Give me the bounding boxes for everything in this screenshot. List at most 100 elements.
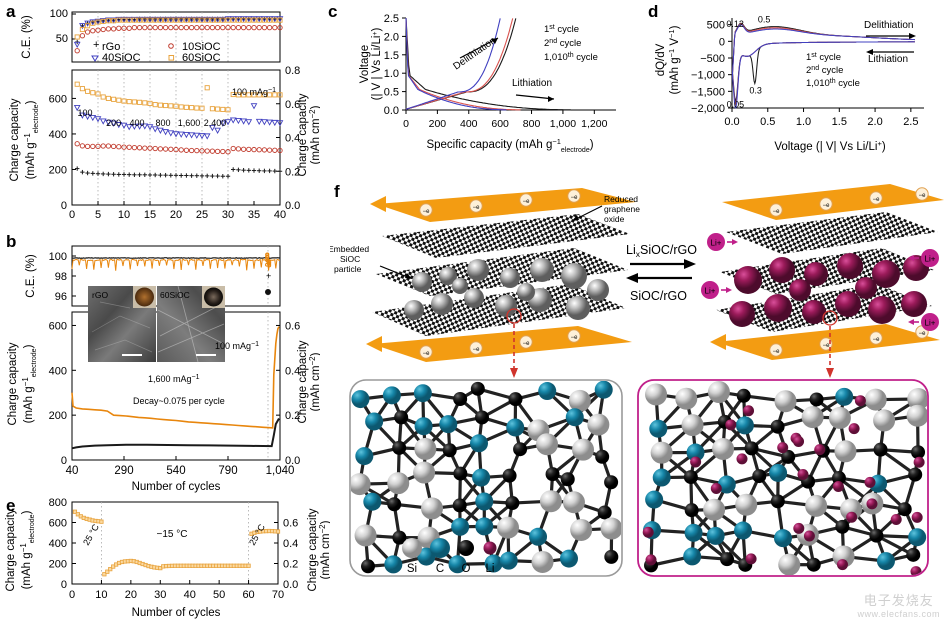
a-point-plus	[163, 173, 167, 177]
a-point-plus	[80, 170, 84, 174]
b-ytick: 600	[49, 320, 67, 332]
a-y2tick: 0.0	[285, 200, 300, 212]
c-xtick: 1,000	[550, 118, 576, 130]
a-point-square	[169, 104, 173, 108]
legend-c-sphere	[430, 538, 450, 558]
d-delithiation-arrow: Delithiation	[864, 20, 916, 39]
a-point-plus	[200, 174, 204, 178]
a-point-circle	[262, 25, 266, 29]
a-rate-label: 800	[155, 118, 170, 128]
atom-si	[703, 499, 725, 521]
a-point-circle	[80, 34, 84, 38]
atom-c	[472, 469, 490, 487]
panel-a-capacity-subplot: 0200400600 0.00.20.40.60.8 0 5 10 15 20 25 30 3…	[9, 65, 320, 221]
atom-c	[383, 386, 401, 404]
e-point	[276, 530, 279, 533]
a-point-square	[117, 98, 121, 102]
d-delithiation-label: Delithiation	[864, 20, 913, 31]
a-point-square	[127, 100, 131, 104]
panel-d-chart: −2,000−1,500−1,000−5000500 0.0 0.5 1.0 1.5 2…	[640, 0, 946, 190]
a-point-circle	[127, 26, 131, 30]
atom-c	[439, 415, 457, 433]
a-point-circle	[91, 144, 95, 148]
a-point-plus	[179, 173, 183, 177]
c-xlabel: Specific capacity (mAh g−1electrode)	[426, 137, 593, 154]
e-point	[247, 564, 250, 567]
watermark: 电子发烧友 www.elecfans.com	[857, 594, 940, 619]
lisioc-particle	[789, 279, 811, 301]
f-right-zoom-arrow	[826, 368, 834, 378]
a-point-square	[86, 89, 90, 93]
atom-si	[873, 409, 895, 431]
atom-si	[536, 433, 558, 455]
sioc-particle	[495, 295, 517, 317]
atom-c	[653, 469, 671, 487]
a-point-triangle	[205, 134, 210, 139]
atom-o	[720, 552, 734, 566]
a-point-plus	[257, 169, 261, 173]
a-point-plus	[91, 171, 95, 175]
e-y2label-l2: (mAh cm−2)	[318, 520, 330, 579]
a-point-plus	[106, 172, 110, 176]
a-xtick: 20	[170, 209, 182, 221]
lisioc-particle	[734, 266, 762, 294]
atom-o	[604, 475, 618, 489]
b-decay-label: Decay~0.075 per cycle	[133, 396, 225, 406]
a-point-circle	[247, 147, 251, 151]
a-point-circle	[236, 147, 240, 151]
a-point-circle	[184, 148, 188, 152]
b-ylabel-l2: (mAh g−1electrode)	[21, 344, 38, 423]
a-xtick: 30	[222, 209, 234, 221]
atom-o	[604, 550, 618, 564]
atom-c	[475, 493, 493, 511]
c-legend-1st: 1st cycle	[544, 24, 579, 35]
atom-si	[570, 519, 592, 541]
a-legend-label-40sioc: 40SiOC	[102, 52, 141, 64]
a-point-square	[132, 100, 136, 104]
c-ytick: 1.5	[384, 50, 399, 62]
b-xtick: 1,040	[266, 465, 295, 477]
atom-si	[421, 497, 443, 519]
a-point-triangle	[168, 131, 173, 136]
d-xtick: 2.0	[867, 116, 882, 128]
a-point-circle	[158, 25, 162, 29]
a-point-circle	[257, 148, 261, 152]
panel-a-legend: + rGo 10SiOC 40SiOC 60SiOC	[92, 39, 221, 64]
a-ce-tick-50: 50	[56, 33, 68, 45]
b-ytick: 200	[49, 410, 67, 422]
b-ce-endpoint	[266, 255, 269, 258]
a-point-triangle	[163, 130, 168, 135]
atom-o	[595, 450, 609, 464]
a-point-triangle	[272, 120, 277, 125]
electron-label: −e	[523, 199, 531, 205]
lisioc-particle	[855, 277, 877, 299]
d-xtick: 0.0	[724, 116, 739, 128]
e-y2label-l1: Charge capacity	[307, 508, 319, 591]
d-xtick: 2.5	[903, 116, 918, 128]
atom-si	[387, 472, 409, 494]
atom-o	[869, 529, 883, 543]
f-left-assembly: −e−e−e−e −e−e−e−e Reduced graphene oxide	[330, 188, 640, 378]
a-point-triangle	[121, 123, 126, 128]
a-point-circle	[210, 25, 214, 29]
a-point-circle	[106, 27, 110, 31]
panel-f-label: f	[334, 182, 340, 202]
a-point-square	[101, 95, 105, 99]
f-rgo-label-2: graphene	[604, 204, 640, 214]
e-xtick: 20	[125, 589, 137, 601]
a-point-square	[75, 35, 79, 39]
a-point-plus	[174, 173, 178, 177]
b-ce-line-rgo	[72, 258, 280, 259]
a-point-plus	[210, 174, 214, 178]
atom-li	[711, 483, 722, 494]
d-peak-label: 0.05	[727, 99, 745, 109]
atom-o	[387, 497, 401, 511]
atom-o	[394, 410, 408, 424]
e-ytick: 200	[49, 559, 67, 571]
atom-o	[874, 443, 888, 457]
lisioc-particle	[872, 260, 900, 288]
electron-label: −e	[919, 331, 927, 337]
a-rate-final: 100 mAg−1	[232, 87, 276, 97]
d-legend-2nd: 2nd cycle	[806, 65, 843, 76]
panel-a-label: a	[6, 2, 15, 22]
